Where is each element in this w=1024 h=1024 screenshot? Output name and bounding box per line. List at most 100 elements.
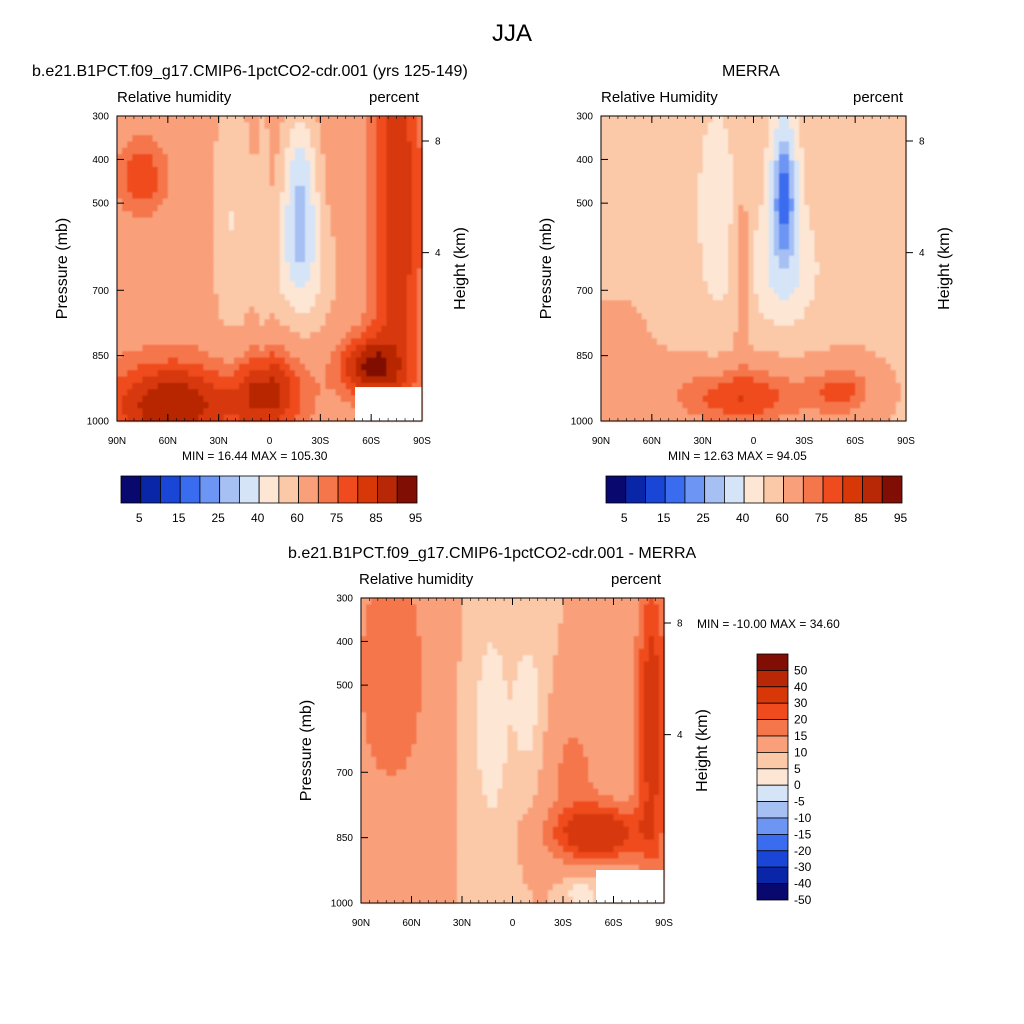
panel2-colorbar-swatch bbox=[605, 475, 627, 504]
panel2-y-tick-label: 400 bbox=[576, 155, 593, 166]
panel3-y-tick-label: 300 bbox=[336, 594, 353, 605]
panel1-colorbar-swatch bbox=[396, 475, 418, 504]
panel1-colorbar-swatch bbox=[278, 475, 300, 504]
panel2-title: MERRA bbox=[722, 63, 780, 80]
panel3-colorbar-label: -5 bbox=[794, 795, 805, 809]
panel2-colorbar-swatch bbox=[783, 475, 804, 504]
panel1-colorbar-swatch bbox=[238, 475, 260, 504]
panel2-y-tick-label: 500 bbox=[576, 199, 593, 210]
panel3-colorbar-swatch bbox=[756, 686, 789, 704]
panel3-colorbar-swatch bbox=[756, 850, 789, 868]
panel1-x-tick-label: 60S bbox=[362, 436, 380, 447]
panel1-colorbar-label: 40 bbox=[251, 511, 265, 525]
panel2-y-axis-title: Pressure (mb) bbox=[538, 218, 555, 319]
panel1-colorbar-swatch bbox=[199, 475, 221, 504]
panel1-x-tick-label: 30N bbox=[209, 436, 227, 447]
panel2-y-tick-label: 300 bbox=[576, 112, 593, 123]
panel3-x-tick-label: 90N bbox=[352, 918, 370, 929]
panel2-colorbar-label: 15 bbox=[657, 511, 671, 525]
panel1-contour-field bbox=[117, 116, 423, 422]
panel2-y2-tick-label: 4 bbox=[919, 248, 925, 259]
panel2-x-tick-label: 30S bbox=[795, 436, 813, 447]
panel3-y-tick-label: 400 bbox=[336, 637, 353, 648]
panel1-y-tick-label: 500 bbox=[92, 199, 109, 210]
panel2-colorbar-label: 85 bbox=[854, 511, 868, 525]
panel1-colorbar-swatch bbox=[160, 475, 181, 504]
panel1-colorbar-swatch bbox=[179, 475, 201, 504]
panel3-contour-field bbox=[361, 598, 665, 904]
panel3-y-axis-title: Pressure (mb) bbox=[298, 700, 315, 801]
panel2-colorbar-swatch bbox=[743, 475, 765, 504]
panel2-colorbar-label: 5 bbox=[621, 511, 628, 525]
panel3-y-tick-label: 1000 bbox=[331, 899, 354, 910]
panel1-minmax: MIN = 16.44 MAX = 105.30 bbox=[182, 449, 328, 463]
panel3-colorbar-swatch bbox=[756, 702, 789, 721]
panel2-colorbar-swatch bbox=[625, 475, 646, 504]
panel1-y-tick-label: 850 bbox=[92, 351, 109, 362]
panel2-x-tick-label: 90S bbox=[897, 436, 915, 447]
panel2-y-tick-label: 850 bbox=[576, 351, 593, 362]
panel2-x-tick-label: 90N bbox=[592, 436, 610, 447]
panel1-x-tick-label: 90S bbox=[413, 436, 431, 447]
panel2-units-label: percent bbox=[853, 89, 904, 106]
panel1-colorbar-label: 75 bbox=[330, 511, 344, 525]
panel2-x-tick-label: 30N bbox=[693, 436, 711, 447]
panel2-colorbar-label: 40 bbox=[736, 511, 750, 525]
panel3-y-tick-label: 850 bbox=[336, 833, 353, 844]
panel1-colorbar-swatch bbox=[258, 475, 280, 504]
panel3-x-tick-label: 60N bbox=[402, 918, 420, 929]
panel2-colorbar-label: 25 bbox=[696, 511, 710, 525]
panel2-colorbar-swatch bbox=[842, 475, 863, 504]
panel1-colorbar-label: 60 bbox=[290, 511, 304, 525]
panel1-colorbar-swatch bbox=[219, 475, 240, 504]
panel1-colorbar-swatch bbox=[317, 475, 339, 504]
panel2-colorbar-swatch bbox=[724, 475, 745, 504]
panel3-y2-tick-label: 4 bbox=[677, 730, 683, 741]
panel2-colorbar-swatch bbox=[862, 475, 883, 504]
panel1-units-label: percent bbox=[369, 89, 420, 106]
panel1-x-tick-label: 0 bbox=[267, 436, 273, 447]
panel3-minmax: MIN = -10.00 MAX = 34.60 bbox=[697, 617, 840, 631]
panel2-contour-field bbox=[601, 116, 907, 422]
panel3-x-tick-label: 90S bbox=[655, 918, 673, 929]
panel1-x-tick-label: 30S bbox=[311, 436, 329, 447]
panel1-colorbar-swatch bbox=[140, 475, 161, 504]
panel3-colorbar-swatch bbox=[756, 817, 789, 835]
panel3-colorbar-label: 50 bbox=[794, 663, 808, 677]
panel2-colorbar-swatch bbox=[822, 475, 844, 504]
panel1-colorbar-swatch bbox=[357, 475, 378, 504]
panel1-colorbar-swatch bbox=[298, 475, 319, 504]
panel3-colorbar-label: -10 bbox=[794, 811, 812, 825]
panel3-colorbar-label: -40 bbox=[794, 877, 812, 891]
panel2-colorbar-swatch bbox=[763, 475, 784, 504]
panel1-y2-axis-title: Height (km) bbox=[452, 227, 469, 310]
panel3-colorbar-swatch bbox=[756, 834, 789, 852]
panel1-variable-label: Relative humidity bbox=[117, 89, 232, 106]
panel2-colorbar-swatch bbox=[704, 475, 725, 504]
panel3-colorbar-swatch bbox=[756, 752, 789, 770]
panel3-colorbar-swatch bbox=[756, 866, 789, 885]
panel3-colorbar-label: -20 bbox=[794, 844, 812, 858]
panel3-variable-label: Relative humidity bbox=[359, 571, 474, 588]
panel3-colorbar-label: -15 bbox=[794, 827, 812, 841]
panel2-colorbar-label: 95 bbox=[894, 511, 908, 525]
panel3-colorbar-label: 0 bbox=[794, 778, 801, 792]
panel3-colorbar-label: 5 bbox=[794, 762, 801, 776]
panel2-colorbar-swatch bbox=[802, 475, 824, 504]
panel3-colorbar-swatch bbox=[756, 719, 789, 737]
panel2-colorbar-label: 60 bbox=[775, 511, 789, 525]
panel3-y2-axis-title: Height (km) bbox=[694, 709, 711, 792]
panel2-colorbar-swatch bbox=[664, 475, 686, 504]
panel1-title: b.e21.B1PCT.f09_g17.CMIP6-1pctCO2-cdr.00… bbox=[32, 63, 468, 80]
panel2-variable-label: Relative Humidity bbox=[601, 89, 718, 106]
panel1-y-tick-label: 300 bbox=[92, 112, 109, 123]
panel3-contour-field-missing-data bbox=[596, 870, 664, 903]
panel3-colorbar-swatch bbox=[756, 768, 789, 786]
panel3-colorbar-swatch bbox=[756, 670, 789, 688]
panel1-x-tick-label: 90N bbox=[108, 436, 126, 447]
panel3-colorbar-label: -50 bbox=[794, 893, 812, 907]
panel3-x-tick-label: 30S bbox=[554, 918, 572, 929]
panel3-colorbar-label: 15 bbox=[794, 729, 808, 743]
panel2-colorbar-swatch bbox=[881, 475, 903, 504]
